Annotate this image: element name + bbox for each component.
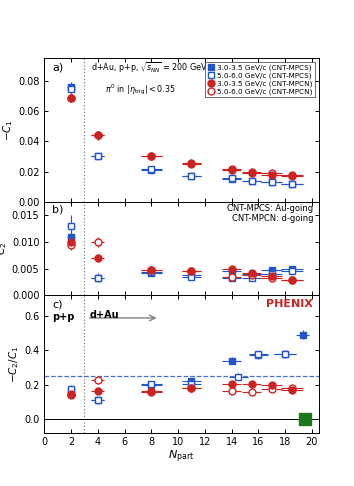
Text: c): c) — [52, 299, 63, 310]
X-axis label: $N_\mathrm{part}$: $N_\mathrm{part}$ — [169, 449, 194, 465]
Legend: 3.0-3.5 GeV/c (CNT-MPCS), 5.0-6.0 GeV/c (CNT-MPCS), 3.0-3.5 GeV/c (CNT-MPCN), 5.: 3.0-3.5 GeV/c (CNT-MPCS), 5.0-6.0 GeV/c … — [205, 62, 315, 97]
Y-axis label: $C_2$: $C_2$ — [0, 242, 9, 255]
Text: d+Au, p+p, $\sqrt{s_{NN}}$ = 200 GeV: d+Au, p+p, $\sqrt{s_{NN}}$ = 200 GeV — [91, 60, 208, 75]
Text: PHENIX: PHENIX — [266, 299, 313, 310]
Text: CNT-MPCS: Au-going
CNT-MPCN: d-going: CNT-MPCS: Au-going CNT-MPCN: d-going — [227, 204, 313, 223]
Y-axis label: $- C_1$: $- C_1$ — [1, 119, 15, 141]
Text: b): b) — [52, 205, 64, 215]
Text: a): a) — [52, 63, 64, 72]
Text: p+p: p+p — [52, 312, 75, 322]
Y-axis label: $- C_2/C_1$: $- C_2/C_1$ — [7, 345, 21, 382]
Text: d+Au: d+Au — [90, 310, 119, 320]
Text: $\pi^0$ in $|\eta_{\rm trig}|$$<$$0.35$: $\pi^0$ in $|\eta_{\rm trig}|$$<$$0.35$ — [105, 83, 175, 97]
